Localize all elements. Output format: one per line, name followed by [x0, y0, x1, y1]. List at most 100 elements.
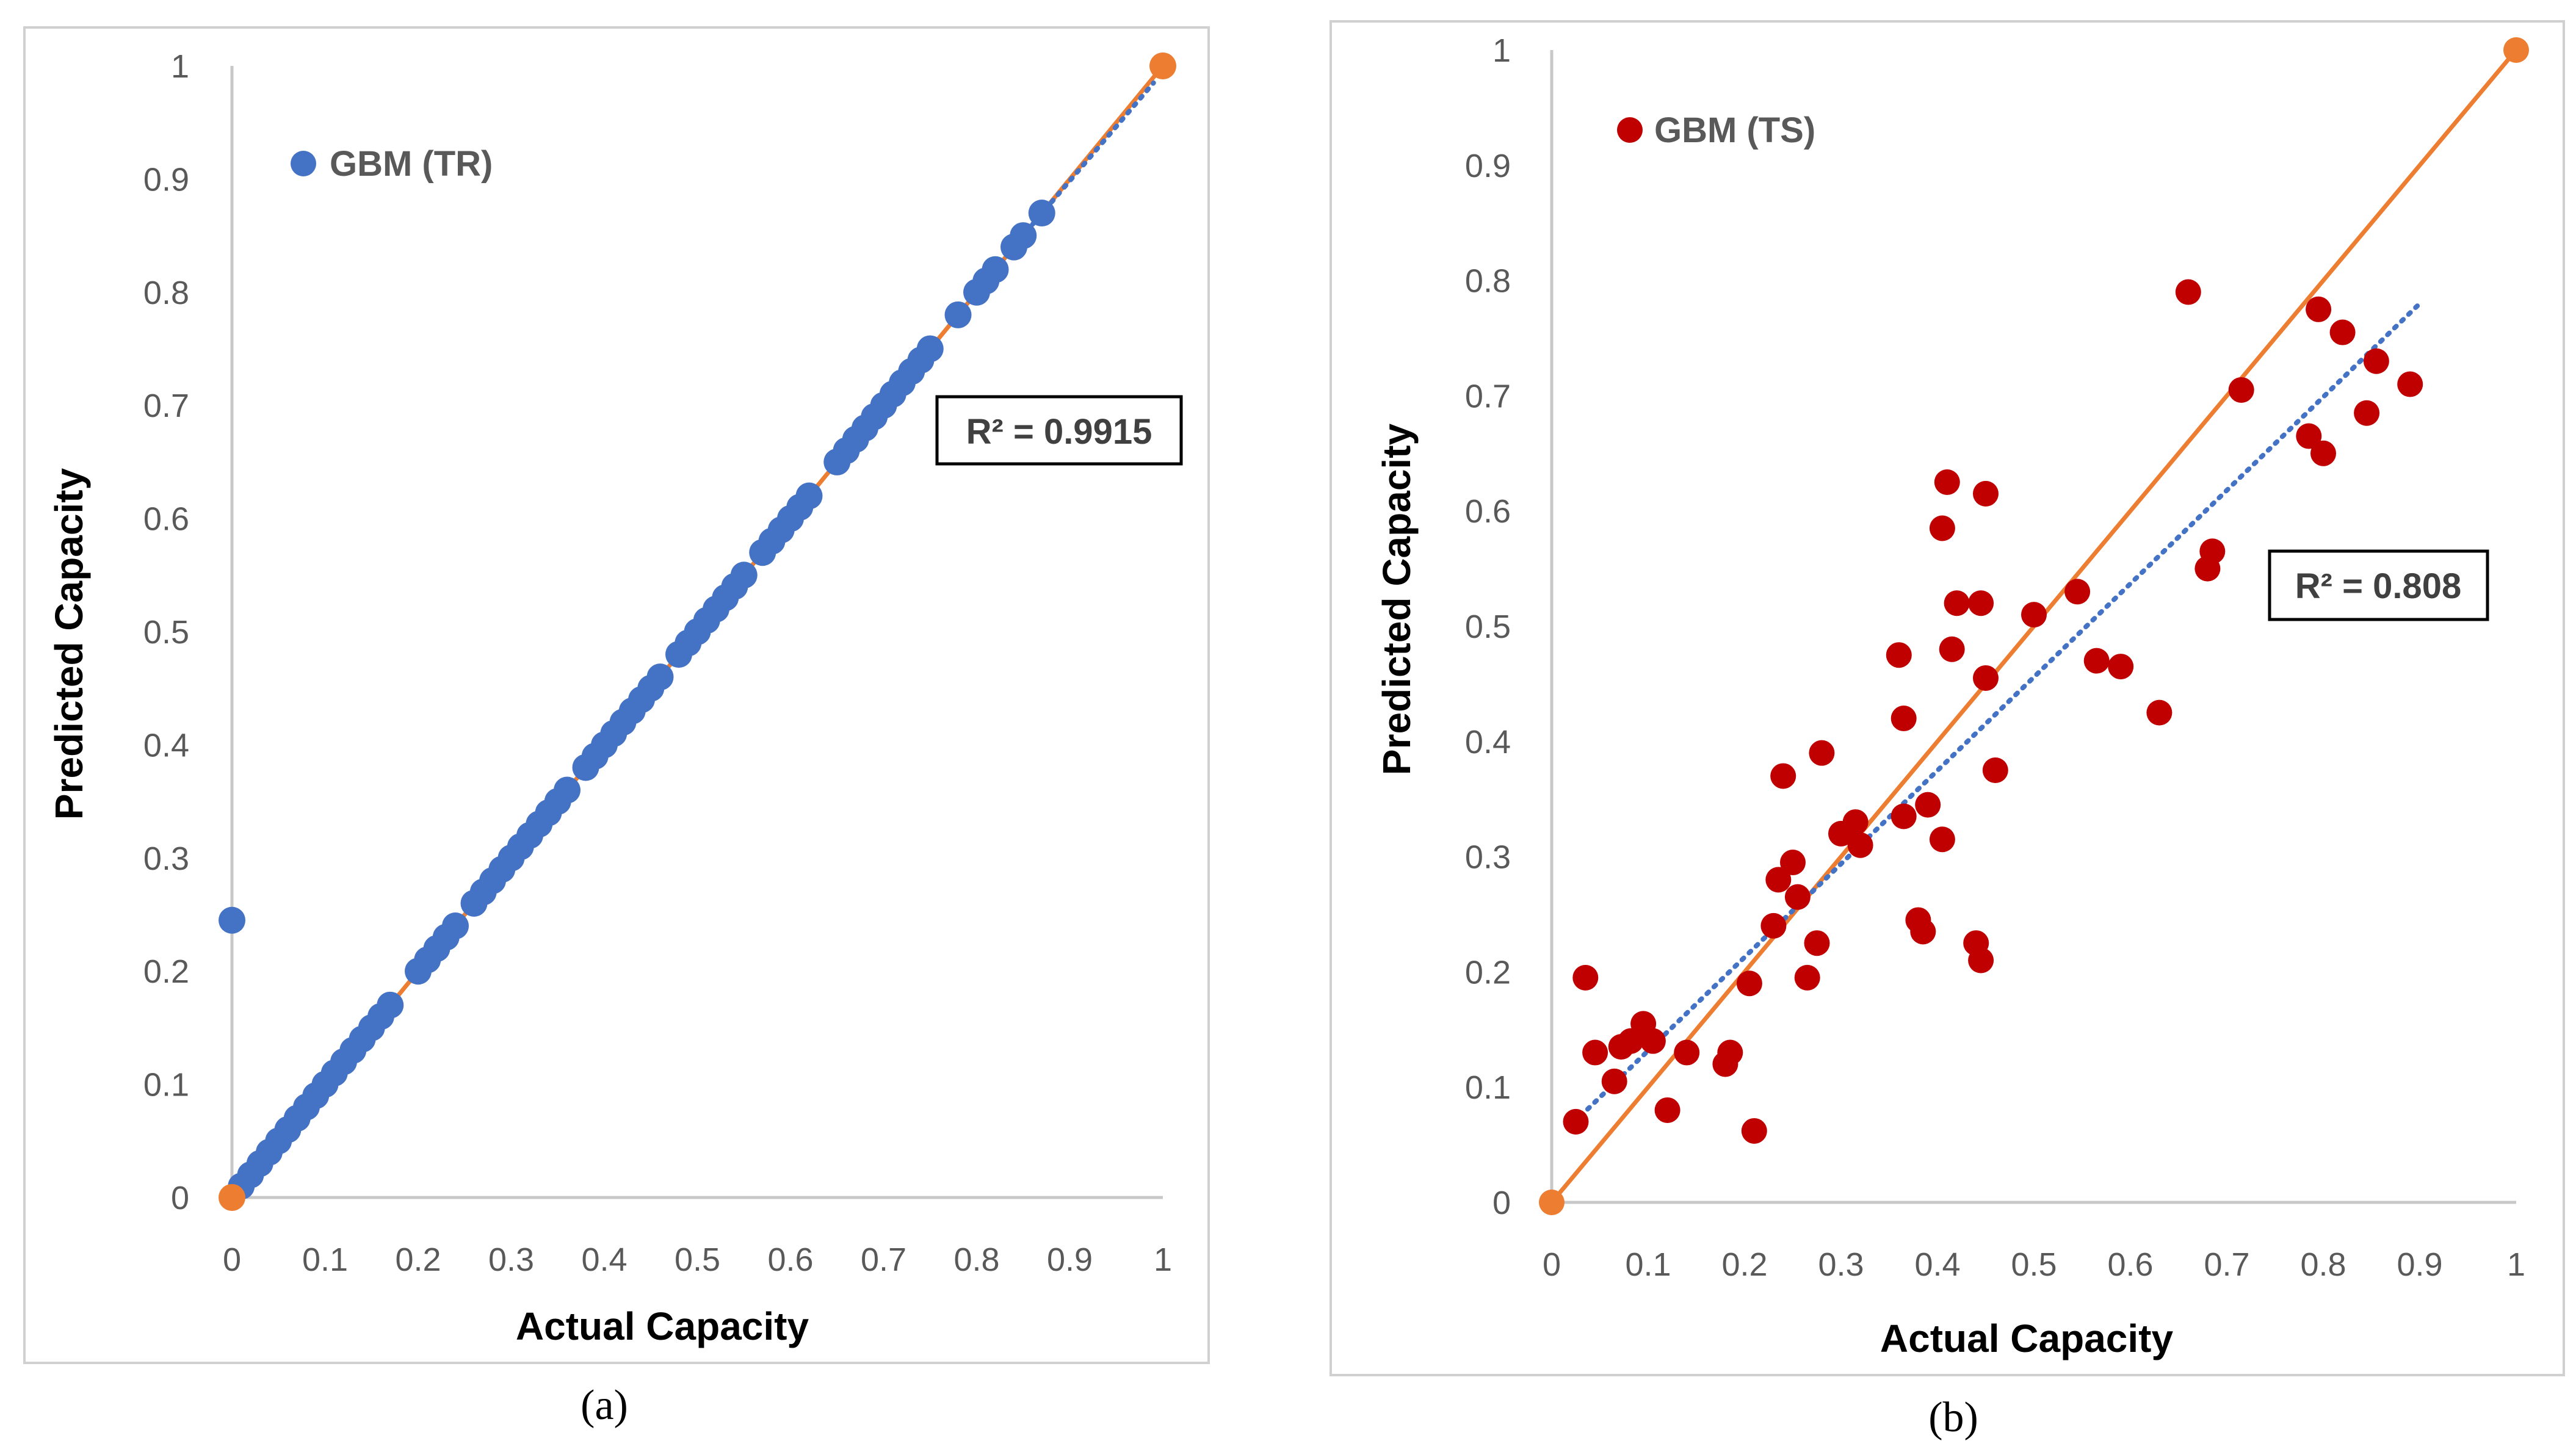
chart-b-y-tick-label: 0.6	[1465, 493, 1511, 530]
chart-b-legend-label: GBM (TS)	[1654, 110, 1815, 150]
chart-a-data-point	[442, 912, 469, 940]
chart-b-axes	[1550, 50, 2516, 1204]
chart-b-data-point	[1809, 740, 1835, 766]
chart-b-points	[1539, 37, 2529, 1215]
chart-a-data-point	[1010, 222, 1037, 250]
chart-a-x-tick-label: 0.5	[675, 1241, 720, 1278]
chart-b-frame	[1330, 20, 2565, 1376]
chart-b-y-tick-label: 0	[1492, 1185, 1511, 1221]
chart-b-y-tick-label: 0.3	[1465, 839, 1511, 876]
chart-b-data-point	[1601, 1068, 1627, 1094]
chart-a-y-tick-label: 0.7	[143, 388, 189, 424]
chart-b-y-axis-title: Predicted Capacity	[1375, 423, 1419, 775]
chart-a-y-tick-label: 0.5	[143, 614, 189, 651]
chart-a-caption: (a)	[581, 1382, 628, 1429]
chart-a-y-tick-label: 0.1	[143, 1067, 189, 1103]
chart-a-data-point	[554, 776, 581, 804]
chart-b-data-point	[1915, 792, 1941, 818]
chart-b-data-point	[2083, 648, 2110, 674]
chart-b-x-tick-label: 1	[2507, 1246, 2525, 1283]
chart-a-points	[219, 52, 1176, 1211]
chart-b-x-tick-label: 0.4	[1914, 1246, 1960, 1283]
chart-b-x-tick-label: 0	[1543, 1246, 1561, 1283]
chart-a-reference-point	[1149, 52, 1176, 79]
chart-a-data-point	[730, 562, 758, 589]
chart-b-y-tick-label: 1	[1492, 32, 1511, 69]
chart-b-y-tick-label: 0.1	[1465, 1069, 1511, 1106]
chart-b-data-point	[1780, 850, 1806, 876]
chart-a-data-point	[646, 663, 674, 691]
chart-a-y-tick-label: 0.2	[143, 953, 189, 990]
chart-b-data-point	[1563, 1108, 1589, 1135]
chart-b-data-point	[2175, 279, 2201, 305]
chart-b-data-point	[1770, 763, 1796, 789]
chart-a-y-tick-label: 0.6	[143, 501, 189, 538]
chart-a-y-tick-label: 0.9	[143, 161, 189, 198]
chart-b-data-point	[2296, 423, 2322, 449]
chart-a-x-tick-label: 0.3	[488, 1241, 534, 1278]
chart-b-data-point	[1582, 1039, 1608, 1066]
chart-b-data-point	[1842, 809, 1869, 835]
chart-a-data-point	[795, 482, 823, 510]
chart-b-data-point	[2021, 602, 2047, 628]
chart-b-tick-labels: 0 0.1 0.2 0.3 0.4 0.5 0.6 0.7 0.8 0.9 1 0 0.1 0.2 0.3 0…	[1465, 32, 2525, 1283]
chart-b-data-point	[2199, 538, 2226, 565]
chart-a-legend: GBM (TR)	[291, 144, 493, 184]
chart-b-data-point	[1968, 947, 1994, 973]
chart-a-r2-label: R² = 0.9915	[966, 412, 1152, 452]
chart-b-r2-box: R² = 0.808	[2268, 549, 2489, 621]
chart-b-data-point	[1968, 590, 1994, 616]
chart-b-data-point	[1760, 912, 1787, 939]
chart-a-x-tick-label: 0.9	[1047, 1241, 1093, 1278]
chart-b-data-point	[1847, 832, 1873, 858]
chart-b-data-point	[2108, 654, 2134, 680]
chart-b-data-point	[2306, 296, 2332, 322]
chart-a-y-tick-label: 0.8	[143, 275, 189, 311]
chart-b-data-point	[1741, 1118, 1767, 1144]
chart-a-x-tick-label: 0.8	[953, 1241, 999, 1278]
chart-a-data-point	[219, 906, 245, 934]
chart-b-reference-point	[2503, 37, 2529, 63]
chart-panel-b: 0 0.1 0.2 0.3 0.4 0.5 0.6 0.7 0.8 0.9 1 0 0.1 0.2 0.3 0…	[1330, 20, 2565, 1441]
chart-b-reference-point	[1539, 1190, 1565, 1215]
chart-b-x-tick-label: 0.7	[2204, 1246, 2249, 1283]
chart-b-data-point	[1804, 930, 1830, 956]
chart-b-y-tick-label: 0.2	[1465, 954, 1511, 991]
chart-b-x-tick-label: 0.2	[1721, 1246, 1767, 1283]
chart-b-data-point	[1973, 665, 1999, 691]
chart-b-y-tick-label: 0.5	[1465, 609, 1511, 645]
chart-b-r2-label: R² = 0.808	[2295, 566, 2461, 606]
chart-b-data-point	[2397, 371, 2423, 397]
chart-b-data-point	[2228, 377, 2254, 403]
chart-b-data-point	[2064, 579, 2091, 605]
chart-b-data-point	[1886, 642, 1912, 668]
chart-a-legend-marker	[291, 151, 316, 176]
chart-b-data-point	[1934, 469, 1960, 495]
chart-b-x-tick-label: 0.1	[1625, 1246, 1671, 1283]
chart-a-r2-frame	[935, 395, 1183, 466]
chart-a-y-tick-label: 1	[171, 48, 189, 85]
chart-b-data-point	[1640, 1028, 1666, 1054]
chart-a-data-point	[944, 301, 972, 328]
chart-a-y-tick-label: 0.3	[143, 840, 189, 877]
chart-a-legend-label: GBM (TR)	[330, 144, 493, 184]
chart-b-data-point	[1890, 706, 1917, 732]
chart-b-r2-frame	[2268, 549, 2489, 621]
chart-b-x-tick-label: 0.6	[2107, 1246, 2153, 1283]
chart-a-x-tick-label: 0.4	[581, 1241, 627, 1278]
chart-b-caption: (b)	[1928, 1394, 1978, 1441]
chart-b-legend-marker	[1617, 117, 1643, 143]
chart-b-data-point	[1765, 867, 1792, 893]
chart-panel-a: 0 0.1 0.2 0.3 0.4 0.5 0.6 0.7 0.8 0.9 1 0 0.1 0.2 0.3 0…	[23, 26, 1210, 1429]
chart-b-y-tick-label: 0.8	[1465, 263, 1511, 300]
chart-a-x-axis-title: Actual Capacity	[516, 1304, 809, 1348]
chart-a-axes	[230, 66, 1163, 1199]
chart-b-data-point	[1910, 919, 1936, 945]
chart-b-legend: GBM (TS)	[1617, 110, 1815, 150]
chart-a-x-tick-label: 0.7	[861, 1241, 906, 1278]
chart-b-data-point	[1717, 1039, 1743, 1066]
chart-a-reference-point	[219, 1184, 245, 1211]
chart-a-data-point	[377, 991, 404, 1019]
chart-a-x-tick-label: 0.6	[767, 1241, 813, 1278]
